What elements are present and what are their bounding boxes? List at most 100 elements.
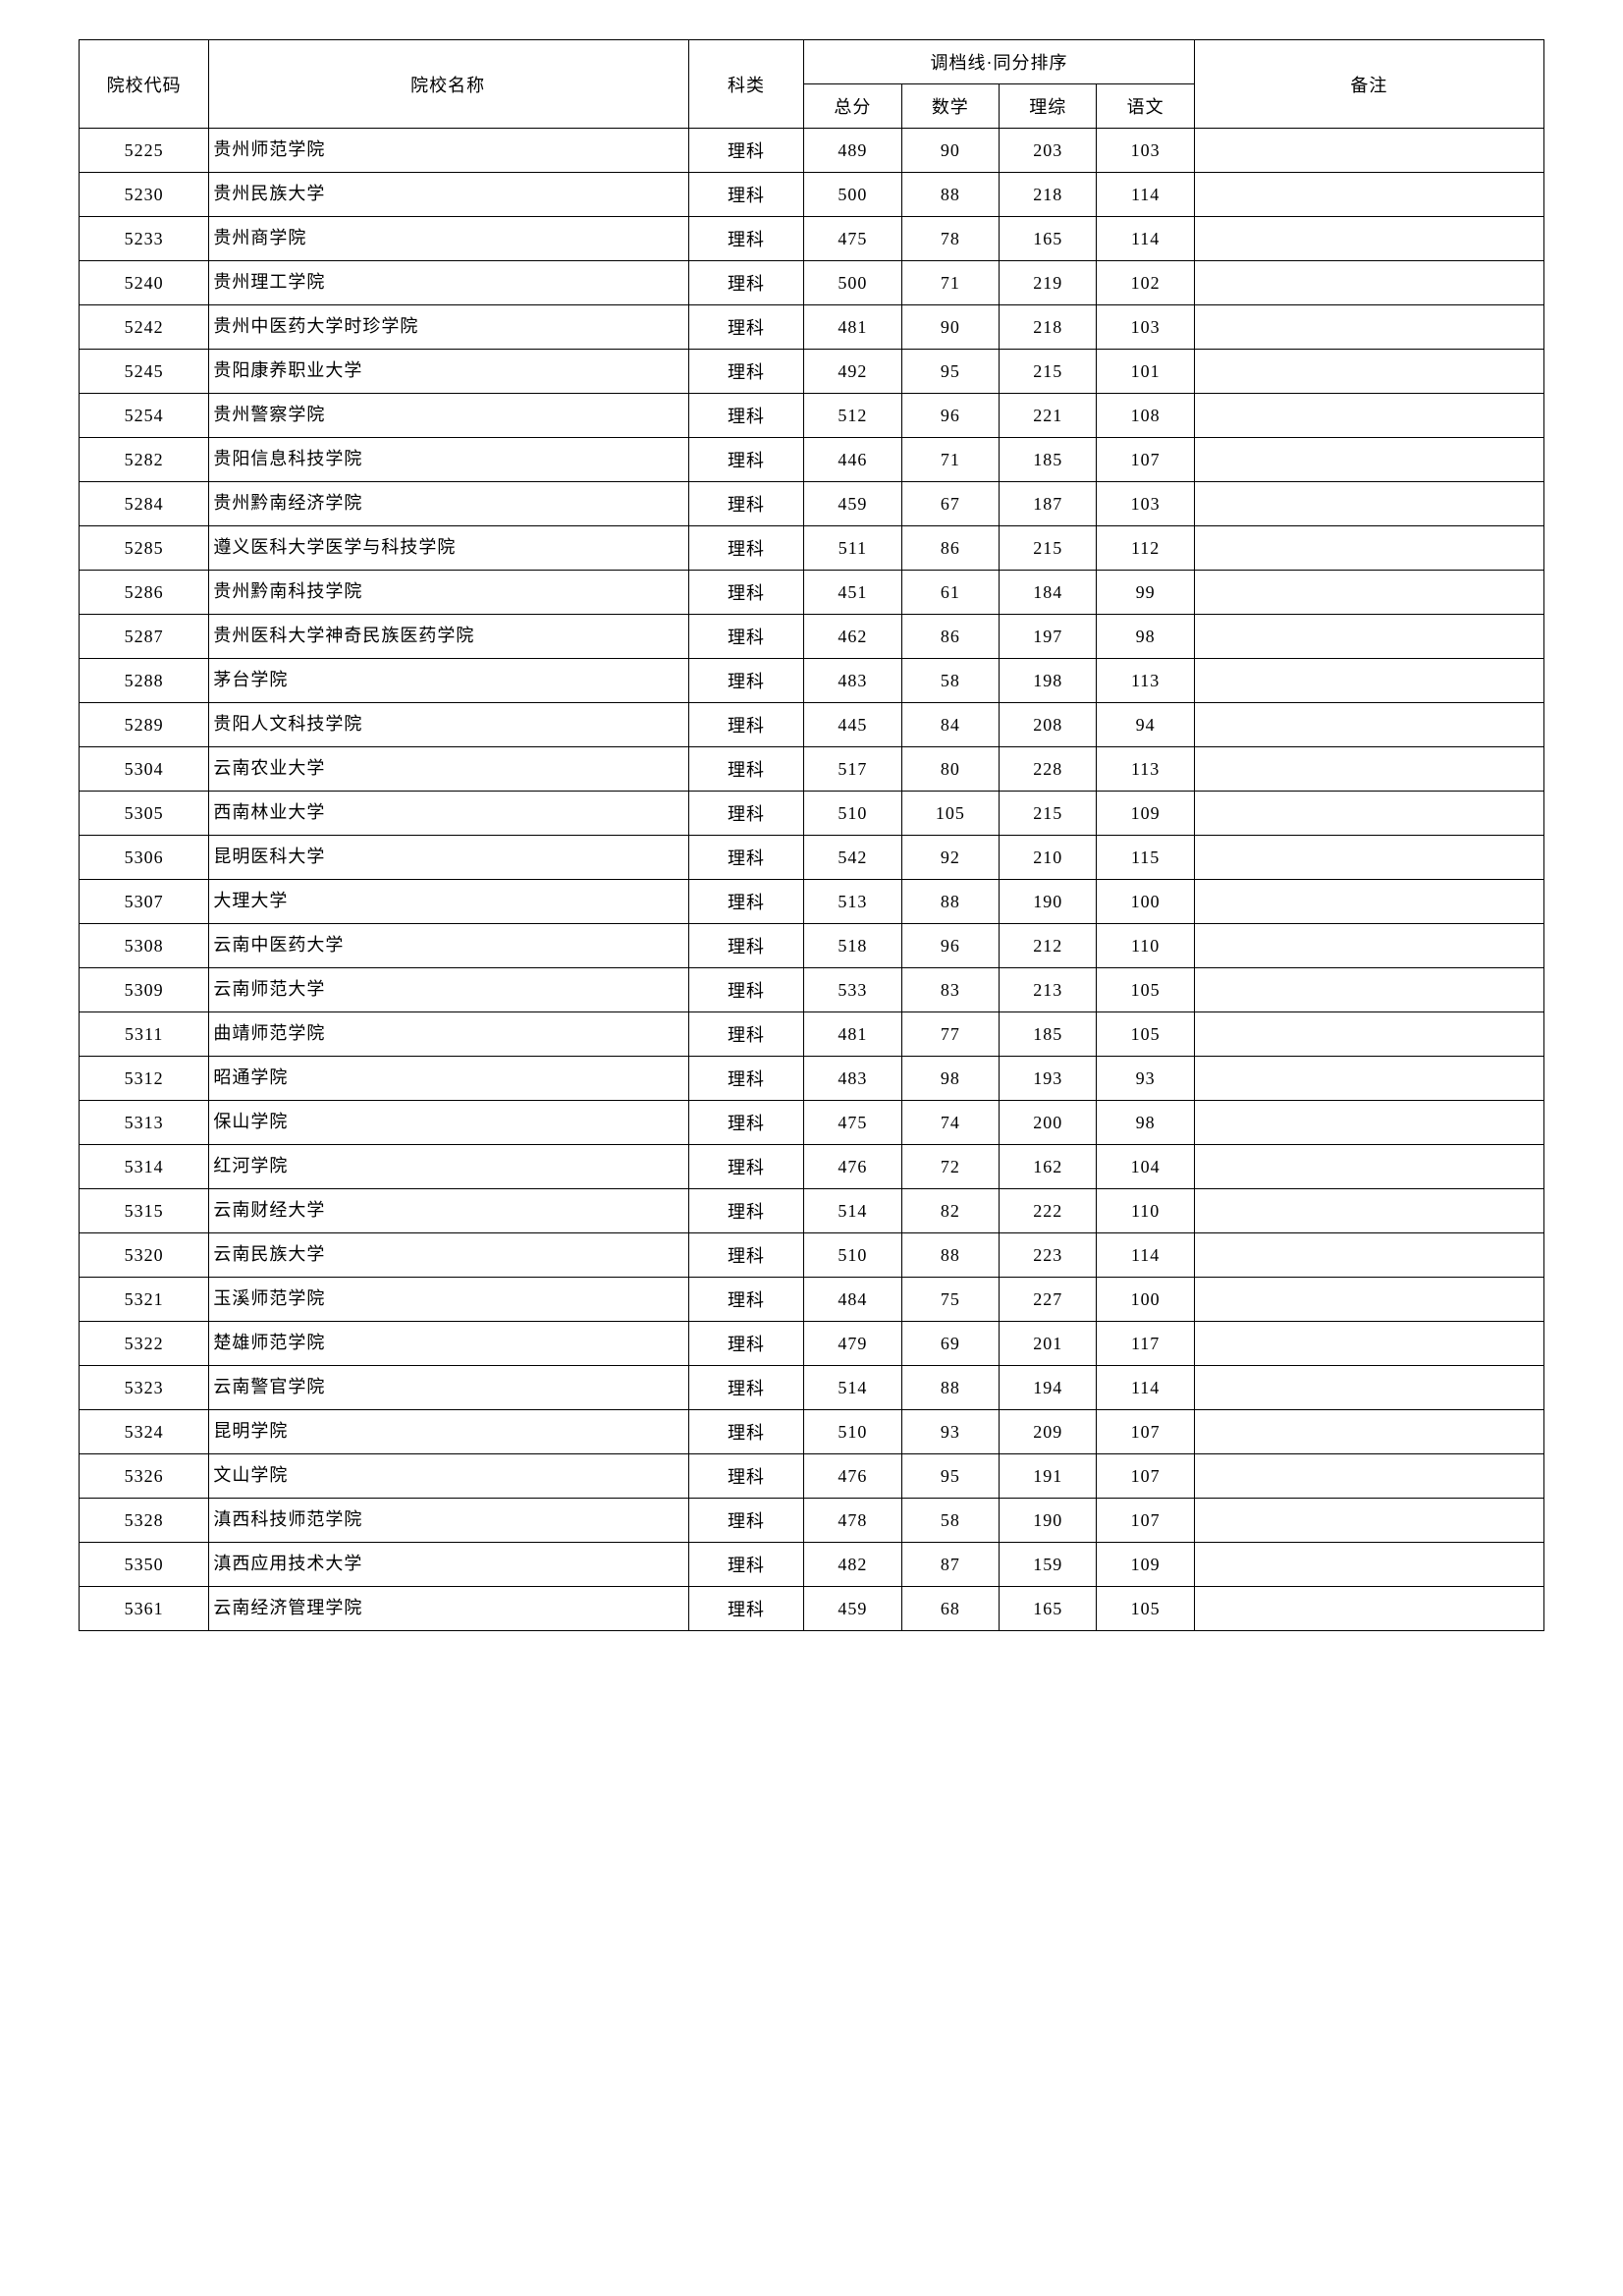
cell-total: 489 bbox=[804, 129, 901, 173]
cell-name: 保山学院 bbox=[209, 1101, 688, 1145]
cell-note bbox=[1194, 1410, 1543, 1454]
cell-math: 82 bbox=[901, 1189, 999, 1233]
cell-chinese: 105 bbox=[1097, 968, 1194, 1012]
cell-math: 92 bbox=[901, 836, 999, 880]
cell-math: 87 bbox=[901, 1543, 999, 1587]
cell-chinese: 107 bbox=[1097, 438, 1194, 482]
cell-chinese: 112 bbox=[1097, 526, 1194, 571]
cell-total: 514 bbox=[804, 1366, 901, 1410]
cell-note bbox=[1194, 261, 1543, 305]
cell-code: 5313 bbox=[80, 1101, 209, 1145]
cell-type: 理科 bbox=[688, 1543, 803, 1587]
cell-name: 西南林业大学 bbox=[209, 792, 688, 836]
cell-chinese: 101 bbox=[1097, 350, 1194, 394]
table-row: 5230贵州民族大学理科50088218114 bbox=[80, 173, 1544, 217]
cell-chinese: 108 bbox=[1097, 394, 1194, 438]
cell-math: 86 bbox=[901, 615, 999, 659]
cell-licong: 218 bbox=[1000, 173, 1097, 217]
cell-math: 88 bbox=[901, 1366, 999, 1410]
cell-math: 93 bbox=[901, 1410, 999, 1454]
cell-total: 481 bbox=[804, 305, 901, 350]
cell-math: 96 bbox=[901, 394, 999, 438]
cell-licong: 187 bbox=[1000, 482, 1097, 526]
cell-licong: 200 bbox=[1000, 1101, 1097, 1145]
cell-total: 475 bbox=[804, 1101, 901, 1145]
cell-note bbox=[1194, 968, 1543, 1012]
cell-math: 84 bbox=[901, 703, 999, 747]
cell-total: 451 bbox=[804, 571, 901, 615]
cell-total: 510 bbox=[804, 1233, 901, 1278]
cell-code: 5287 bbox=[80, 615, 209, 659]
cell-math: 74 bbox=[901, 1101, 999, 1145]
table-body: 5225贵州师范学院理科489902031035230贵州民族大学理科50088… bbox=[80, 129, 1544, 1631]
header-math: 数学 bbox=[901, 84, 999, 129]
cell-math: 105 bbox=[901, 792, 999, 836]
admission-scores-table: 院校代码 院校名称 科类 调档线·同分排序 备注 总分 数学 理综 语文 522… bbox=[79, 39, 1544, 1631]
cell-licong: 212 bbox=[1000, 924, 1097, 968]
cell-total: 518 bbox=[804, 924, 901, 968]
cell-total: 462 bbox=[804, 615, 901, 659]
cell-licong: 227 bbox=[1000, 1278, 1097, 1322]
cell-licong: 218 bbox=[1000, 305, 1097, 350]
header-scoregroup: 调档线·同分排序 bbox=[804, 40, 1195, 84]
cell-total: 484 bbox=[804, 1278, 901, 1322]
cell-math: 67 bbox=[901, 482, 999, 526]
header-type: 科类 bbox=[688, 40, 803, 129]
header-code: 院校代码 bbox=[80, 40, 209, 129]
cell-math: 80 bbox=[901, 747, 999, 792]
cell-chinese: 94 bbox=[1097, 703, 1194, 747]
cell-math: 86 bbox=[901, 526, 999, 571]
cell-code: 5242 bbox=[80, 305, 209, 350]
table-header: 院校代码 院校名称 科类 调档线·同分排序 备注 总分 数学 理综 语文 bbox=[80, 40, 1544, 129]
table-row: 5312昭通学院理科4839819393 bbox=[80, 1057, 1544, 1101]
cell-name: 贵州警察学院 bbox=[209, 394, 688, 438]
table-row: 5315云南财经大学理科51482222110 bbox=[80, 1189, 1544, 1233]
table-row: 5307大理大学理科51388190100 bbox=[80, 880, 1544, 924]
cell-name: 云南民族大学 bbox=[209, 1233, 688, 1278]
cell-note bbox=[1194, 438, 1543, 482]
cell-math: 71 bbox=[901, 261, 999, 305]
cell-total: 445 bbox=[804, 703, 901, 747]
cell-note bbox=[1194, 1543, 1543, 1587]
cell-name: 贵州商学院 bbox=[209, 217, 688, 261]
cell-name: 滇西应用技术大学 bbox=[209, 1543, 688, 1587]
cell-type: 理科 bbox=[688, 217, 803, 261]
cell-total: 533 bbox=[804, 968, 901, 1012]
cell-math: 98 bbox=[901, 1057, 999, 1101]
cell-type: 理科 bbox=[688, 1189, 803, 1233]
cell-note bbox=[1194, 1278, 1543, 1322]
cell-code: 5324 bbox=[80, 1410, 209, 1454]
header-note: 备注 bbox=[1194, 40, 1543, 129]
cell-name: 昭通学院 bbox=[209, 1057, 688, 1101]
cell-type: 理科 bbox=[688, 129, 803, 173]
cell-type: 理科 bbox=[688, 1145, 803, 1189]
cell-type: 理科 bbox=[688, 836, 803, 880]
cell-type: 理科 bbox=[688, 1057, 803, 1101]
cell-chinese: 99 bbox=[1097, 571, 1194, 615]
cell-note bbox=[1194, 571, 1543, 615]
cell-licong: 184 bbox=[1000, 571, 1097, 615]
cell-name: 遵义医科大学医学与科技学院 bbox=[209, 526, 688, 571]
cell-name: 昆明医科大学 bbox=[209, 836, 688, 880]
cell-type: 理科 bbox=[688, 1233, 803, 1278]
table-row: 5289贵阳人文科技学院理科4458420894 bbox=[80, 703, 1544, 747]
cell-math: 75 bbox=[901, 1278, 999, 1322]
cell-code: 5315 bbox=[80, 1189, 209, 1233]
cell-code: 5225 bbox=[80, 129, 209, 173]
cell-type: 理科 bbox=[688, 1410, 803, 1454]
cell-name: 贵阳信息科技学院 bbox=[209, 438, 688, 482]
cell-total: 446 bbox=[804, 438, 901, 482]
cell-type: 理科 bbox=[688, 173, 803, 217]
cell-total: 478 bbox=[804, 1499, 901, 1543]
table-row: 5324昆明学院理科51093209107 bbox=[80, 1410, 1544, 1454]
cell-total: 479 bbox=[804, 1322, 901, 1366]
cell-note bbox=[1194, 703, 1543, 747]
header-name: 院校名称 bbox=[209, 40, 688, 129]
cell-type: 理科 bbox=[688, 482, 803, 526]
cell-code: 5350 bbox=[80, 1543, 209, 1587]
cell-licong: 209 bbox=[1000, 1410, 1097, 1454]
cell-licong: 215 bbox=[1000, 526, 1097, 571]
cell-name: 红河学院 bbox=[209, 1145, 688, 1189]
cell-code: 5254 bbox=[80, 394, 209, 438]
cell-licong: 228 bbox=[1000, 747, 1097, 792]
